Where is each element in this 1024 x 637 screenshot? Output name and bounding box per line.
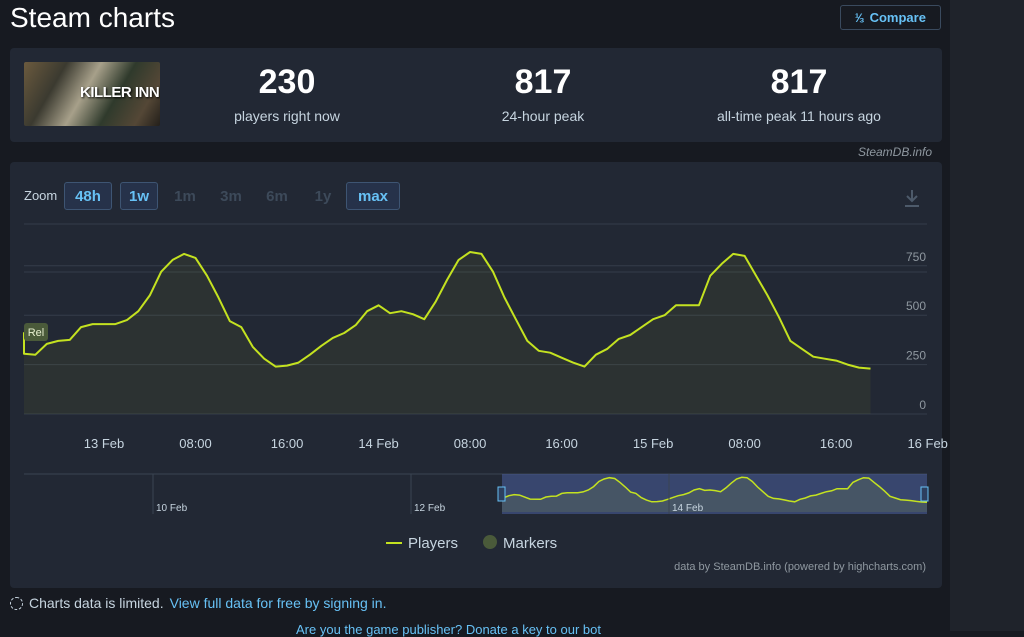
stat-24h-peak-label: 24-hour peak (501, 108, 585, 124)
release-marker[interactable]: Rel (24, 323, 48, 341)
sign-in-link[interactable]: View full data for free by signing in. (169, 595, 387, 611)
publisher-link[interactable]: Are you the game publisher? Donate a key… (296, 622, 601, 637)
legend-markers: Markers (503, 535, 557, 552)
navigator-handle-left (497, 486, 506, 502)
steamdb-credit[interactable]: SteamDB.info (858, 145, 933, 159)
dashed-circle-icon (10, 596, 23, 610)
stat-alltime-peak: 817 all-time peak 11 hours ago (689, 62, 909, 124)
y-tick-label: 750 (906, 250, 926, 264)
stat-24h-peak-value: 817 (514, 63, 572, 101)
chart-card: Zoom 48h 1w 1m 3m 6m 1y max (10, 162, 942, 588)
release-marker-label: Rel (28, 327, 45, 339)
stat-current: 230 players right now (177, 62, 397, 124)
y-tick-label: 0 (919, 398, 926, 412)
navigator-handle-right (920, 486, 929, 502)
zoom-1y-button[interactable]: 1y (314, 187, 332, 205)
legend[interactable]: Players Markers (386, 535, 557, 552)
game-header-image[interactable]: KILLER INN (24, 62, 160, 126)
x-tick-label: 14 Feb (358, 436, 398, 451)
navigator-line (501, 476, 928, 504)
legend-markers-symbol (483, 535, 497, 549)
x-tick-label: 16 Feb (907, 436, 947, 451)
zoom-6m-button[interactable]: 6m (266, 187, 288, 205)
x-tick-label: 13 Feb (84, 436, 124, 451)
stat-alltime-peak-label: all-time peak 11 hours ago (717, 108, 881, 124)
x-tick-label: 08:00 (179, 436, 212, 451)
x-tick-label: 15 Feb (633, 436, 673, 451)
navigator-label-2: 12 Feb (414, 503, 446, 514)
navigator-area (502, 477, 927, 512)
stats-panel: KILLER INN 230 players right now 817 24-… (10, 48, 942, 142)
y-axis-labels: 0 250 500 750 (906, 250, 926, 412)
x-tick-label: 16:00 (545, 436, 578, 451)
zoom-1w-button[interactable]: 1w (120, 182, 158, 210)
stat-alltime-peak-value: 817 (770, 63, 828, 101)
stat-current-label: players right now (234, 108, 340, 124)
zoom-1m-button[interactable]: 1m (174, 187, 196, 205)
x-tick-label: 08:00 (454, 436, 487, 451)
limited-data-text: Charts data is limited. (29, 595, 164, 611)
page-title: Steam charts (10, 2, 175, 33)
stat-current-value: 230 (258, 63, 316, 101)
release-marker-flag (24, 323, 48, 341)
zoom-max-button[interactable]: max (346, 182, 400, 210)
compare-label: Compare (869, 10, 926, 25)
navigator-label-1: 10 Feb (156, 503, 188, 514)
legend-players: Players (408, 535, 458, 552)
navigator[interactable]: 10 Feb 12 Feb 14 Feb (24, 473, 929, 514)
y-tick-label: 250 (906, 349, 926, 363)
x-tick-label: 16:00 (820, 436, 853, 451)
zoom-3m-button[interactable]: 3m (220, 187, 242, 205)
stat-24h-peak: 817 24-hour peak (433, 62, 653, 124)
zoom-label: Zoom (24, 188, 58, 203)
right-margin (950, 0, 1024, 631)
y-tick-label: 500 (906, 299, 926, 313)
navigator-label-3: 14 Feb (672, 503, 704, 514)
limited-data-notice: Charts data is limited. View full data f… (10, 595, 386, 611)
x-tick-label: 08:00 (728, 436, 761, 451)
compare-icon: ¹⁄₃ (855, 10, 865, 25)
zoom-48h-button[interactable]: 48h (64, 182, 112, 210)
download-icon[interactable] (903, 188, 921, 208)
chart-grid (24, 223, 927, 415)
players-area (24, 252, 871, 414)
x-axis-labels: 13 Feb 08:00 16:00 14 Feb 08:00 16:00 15 Feb 08… (84, 436, 948, 451)
compare-button[interactable]: ¹⁄₃ Compare (840, 5, 941, 30)
players-line (23, 251, 871, 370)
game-title-art: KILLER INN (80, 84, 160, 101)
chart-credit[interactable]: data by SteamDB.info (powered by highcha… (674, 561, 926, 573)
x-tick-label: 16:00 (271, 436, 304, 451)
